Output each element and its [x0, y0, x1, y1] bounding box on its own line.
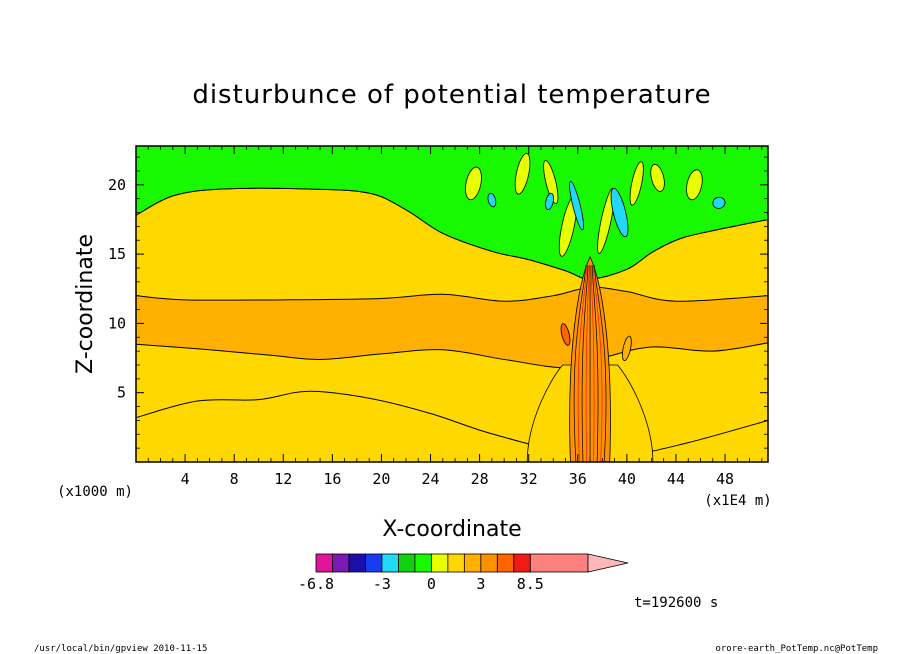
x-tick-label-20: 20 — [372, 470, 390, 488]
column-contour-2 — [581, 265, 589, 462]
colorbar-swatch-7 — [430, 553, 449, 573]
x-tick-label-8: 8 — [230, 470, 239, 488]
footer-right: orore-earth_PotTemp.nc@PotTemp — [715, 644, 878, 654]
y-unit-label: (x1000 m) — [57, 484, 133, 500]
colorbar-swatch-9 — [463, 553, 482, 573]
wave-cell-11 — [712, 196, 726, 209]
x-tick-label-4: 4 — [181, 470, 190, 488]
column-contour-5 — [590, 265, 595, 462]
colorbar-overflow-arrow — [587, 553, 629, 573]
x-tick-label-40: 40 — [618, 470, 636, 488]
y-axis: 5 10 15 20 — [108, 156, 768, 449]
colorbar-swatch-11 — [496, 553, 515, 573]
column-contour-1 — [577, 265, 588, 462]
colorbar-swatch-12 — [513, 553, 531, 573]
column-contour-0 — [573, 265, 587, 462]
colorbar-swatch-5 — [398, 553, 416, 573]
colorbar-swatch-6 — [414, 553, 432, 573]
x-tick-label-36: 36 — [569, 470, 587, 488]
x-tick-label-16: 16 — [323, 470, 341, 488]
colorbar-swatch-13 — [529, 553, 589, 573]
colorbar-label-4: 8.5 — [517, 575, 544, 593]
colorbar-label-3: 3 — [476, 575, 485, 593]
colorbar-swatch-3 — [365, 553, 383, 573]
wave-cell-1 — [487, 192, 497, 208]
plot-area — [136, 146, 768, 462]
wave-cell-3 — [543, 160, 559, 204]
footer-left: /usr/local/bin/gpview 2010-11-15 — [34, 644, 207, 654]
x-tick-label-24: 24 — [421, 470, 439, 488]
wave-cell-9 — [650, 163, 665, 192]
wave-cell-12 — [545, 192, 554, 211]
colorbar-swatch-2 — [348, 553, 366, 573]
x-tick-label-28: 28 — [471, 470, 489, 488]
colorbar-swatch-0 — [315, 553, 333, 573]
x-axis: 4 8 12 16 20 24 28 32 36 40 44 48 — [147, 146, 763, 488]
column-contour-7 — [592, 265, 603, 462]
y-tick-label-15: 15 — [108, 245, 126, 263]
wave-cell-10 — [686, 169, 703, 201]
wave-cell-2 — [514, 152, 531, 195]
colorbar-swatch-8 — [447, 553, 465, 573]
contour-line-2 — [136, 286, 768, 302]
plot-frame — [135, 145, 769, 463]
time-label: t=192600 s — [634, 595, 718, 611]
colorbar: -6.8 -3 0 3 8.5 — [298, 553, 629, 593]
wave-cell-0 — [465, 166, 482, 201]
contour-line-1 — [136, 342, 768, 369]
x-unit-label: (x1E4 m) — [704, 493, 771, 509]
y-tick-label-5: 5 — [117, 384, 126, 402]
colorbar-swatch-4 — [381, 553, 399, 573]
y-tick-label-20: 20 — [108, 176, 126, 194]
wave-cell-5 — [569, 180, 584, 231]
y-tick-label-10: 10 — [108, 314, 126, 332]
x-tick-label-32: 32 — [520, 470, 538, 488]
column-contour-6 — [591, 265, 599, 462]
column-contour-8 — [593, 265, 607, 462]
x-tick-label-48: 48 — [716, 470, 734, 488]
colorbar-label-0: -6.8 — [298, 575, 334, 593]
x-tick-label-44: 44 — [667, 470, 685, 488]
x-tick-label-12: 12 — [274, 470, 292, 488]
colorbar-label-2: 0 — [427, 575, 436, 593]
column-contour-3 — [585, 265, 590, 462]
chart-title: disturbunce of potential temperature — [192, 80, 711, 110]
colorbar-swatch-1 — [332, 553, 350, 573]
colorbar-label-1: -3 — [373, 575, 391, 593]
x-axis-label: X-coordinate — [382, 517, 521, 542]
wave-cell-8 — [629, 161, 644, 206]
contour-band-green — [136, 146, 768, 280]
wave-cell-13 — [560, 323, 571, 346]
wave-cell-14 — [622, 335, 632, 361]
y-axis-label: Z-coordinate — [73, 234, 98, 374]
wave-cell-7 — [610, 187, 629, 238]
colorbar-swatch-10 — [480, 553, 498, 573]
